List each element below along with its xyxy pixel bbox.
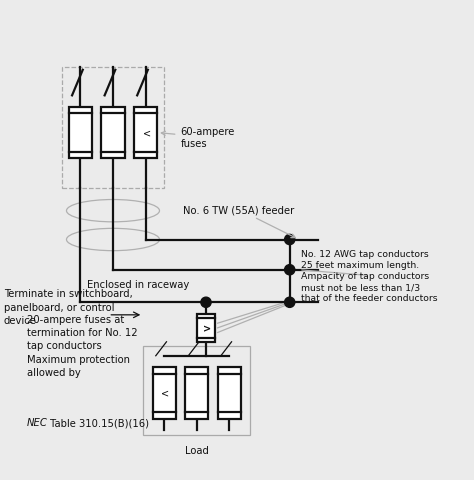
Bar [62,68,164,189]
Circle shape [284,235,295,245]
Text: No. 12 AWG tap conductors
25 feet maximum length.
Ampacity of tap conductors
mus: No. 12 AWG tap conductors 25 feet maximu… [301,249,438,302]
Bar [218,368,241,419]
Bar [153,368,176,419]
Text: <: < [162,388,170,398]
Text: >: > [203,323,211,333]
Bar [197,314,215,342]
Bar [143,347,250,435]
Circle shape [201,298,211,308]
Text: Table 310.15(B)(16): Table 310.15(B)(16) [47,417,149,427]
Bar [185,368,208,419]
Circle shape [284,265,295,275]
Circle shape [284,298,295,308]
Text: 20-ampere fuses at
termination for No. 12
tap conductors
Maximum protection
allo: 20-ampere fuses at termination for No. 1… [27,314,137,377]
Bar [69,108,92,159]
Bar [134,108,157,159]
Text: NEC: NEC [27,417,48,427]
Text: Load: Load [185,445,209,455]
Bar [101,108,125,159]
Text: Enclosed in raceway: Enclosed in raceway [87,280,190,289]
Text: <: < [143,128,151,138]
Text: No. 6 TW (55A) feeder: No. 6 TW (55A) feeder [183,205,295,238]
Text: 60-ampere
fuses: 60-ampere fuses [161,127,235,149]
Text: Terminate in switchboard,
panelboard, or control
device: Terminate in switchboard, panelboard, or… [4,289,132,325]
